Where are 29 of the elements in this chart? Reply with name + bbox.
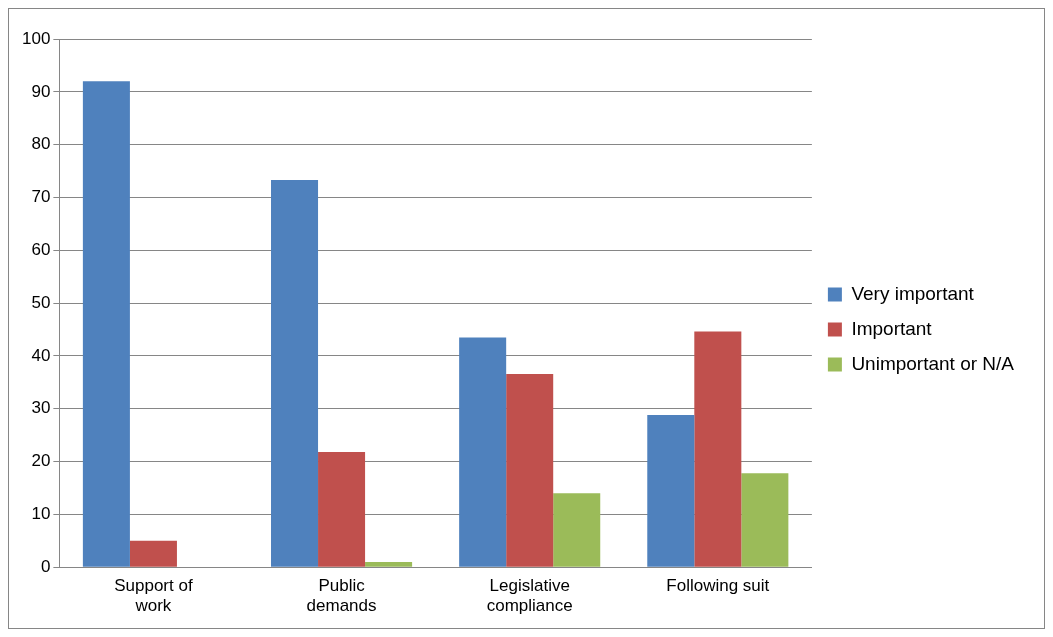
bar	[459, 337, 507, 567]
y-tick-label: 80	[31, 134, 51, 154]
legend-label: Important	[851, 317, 933, 339]
y-tick-label: 20	[31, 451, 51, 471]
bar	[365, 561, 413, 567]
bar	[129, 540, 177, 567]
y-tick-label: 30	[31, 398, 51, 418]
legend-label: Very important	[851, 282, 975, 304]
x-tick-label: Support of work	[114, 576, 193, 616]
bar	[553, 493, 601, 567]
legend-label: Unimportant or N/A	[851, 352, 1015, 374]
y-tick-label: 0	[40, 556, 51, 576]
bar	[694, 331, 742, 567]
y-tick-label: 100	[21, 28, 51, 48]
bar	[741, 473, 789, 567]
bar	[647, 415, 695, 567]
y-tick-label: 90	[31, 81, 51, 101]
bar	[506, 373, 554, 567]
bar	[82, 81, 130, 567]
bar	[271, 180, 319, 567]
y-tick-label: 50	[31, 292, 51, 312]
y-tick-label: 60	[31, 239, 51, 259]
bar	[318, 452, 366, 567]
y-tick-label: 70	[31, 187, 51, 207]
x-tick-label: Legislative compliance	[486, 576, 573, 616]
x-tick-label: Public demands	[306, 576, 377, 616]
x-tick-label: Following suit	[666, 576, 770, 596]
y-tick-label: 40	[31, 345, 51, 365]
y-tick-label: 10	[31, 504, 51, 524]
